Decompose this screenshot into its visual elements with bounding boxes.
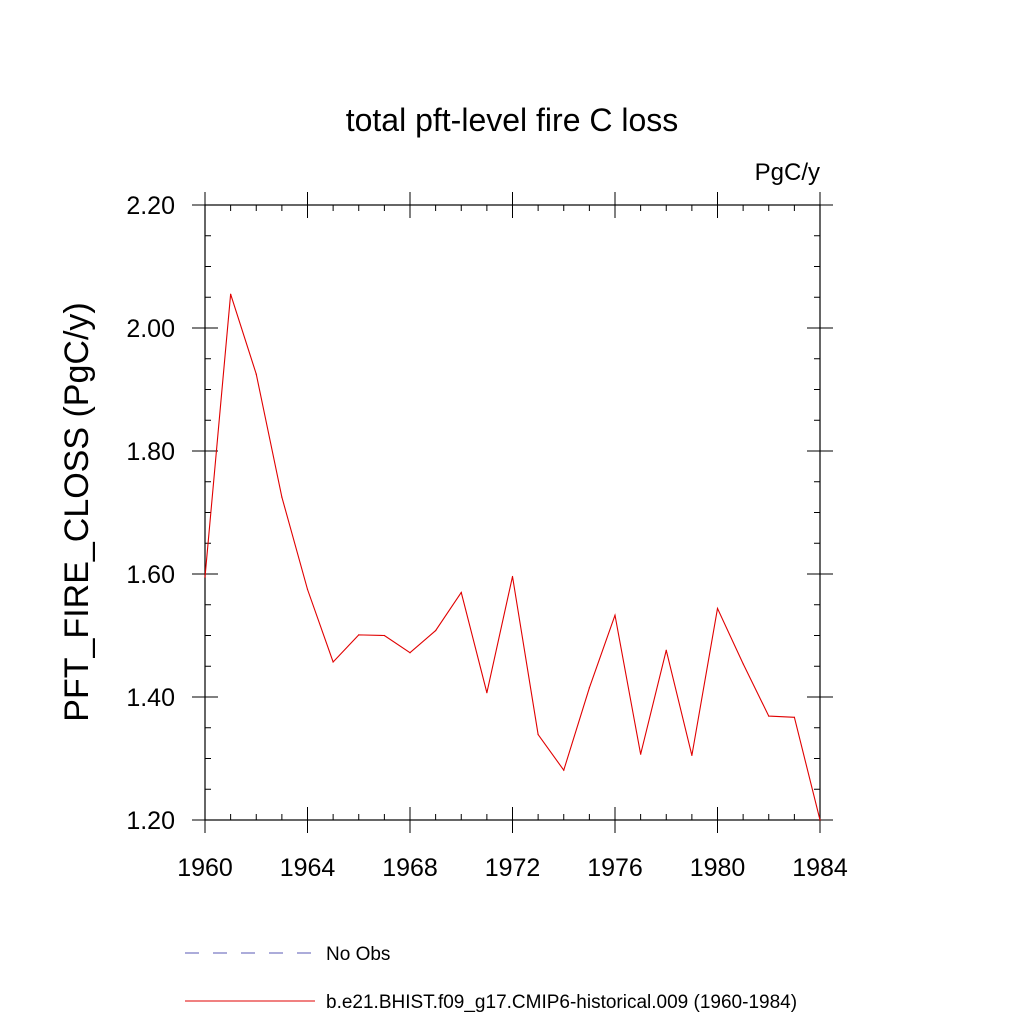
data-point bbox=[383, 634, 385, 637]
y-tick-label: 1.60 bbox=[126, 561, 175, 589]
data-point bbox=[460, 591, 462, 594]
data-point bbox=[691, 754, 693, 757]
x-tick-label: 1964 bbox=[280, 854, 336, 882]
minor-ticks bbox=[204, 204, 821, 821]
plot-frame bbox=[204, 204, 821, 821]
data-point bbox=[281, 496, 283, 498]
y-tick-label: 2.20 bbox=[126, 192, 175, 220]
data-point bbox=[511, 575, 514, 578]
y-tick-label: 1.40 bbox=[126, 684, 175, 712]
x-tick-label: 1980 bbox=[690, 854, 746, 882]
data-point bbox=[486, 692, 488, 694]
x-tick-label: 1984 bbox=[792, 854, 848, 882]
y-axis-label: PFT_FIRE_CLOSS (PgC/y) bbox=[58, 302, 96, 721]
data-point bbox=[742, 663, 744, 665]
data-point bbox=[332, 661, 334, 663]
data-point bbox=[255, 373, 257, 375]
data-point bbox=[306, 588, 309, 590]
x-tick-label: 1972 bbox=[485, 854, 541, 882]
data-point bbox=[614, 614, 616, 616]
y-axis: 1.20 1.40 1.60 1.80 2.00 2.20 bbox=[126, 192, 833, 835]
series-line-1 bbox=[204, 294, 821, 821]
chart-title: total pft-level fire C loss bbox=[346, 102, 679, 138]
y-tick-label: 1.80 bbox=[126, 438, 175, 466]
data-point bbox=[588, 687, 590, 689]
data-point bbox=[435, 629, 437, 632]
data-point bbox=[563, 769, 565, 771]
x-tick-label: 1960 bbox=[177, 854, 233, 882]
data-point bbox=[665, 649, 667, 651]
y-tick-label: 2.00 bbox=[126, 315, 175, 343]
data-point bbox=[537, 733, 539, 736]
data-point bbox=[204, 576, 206, 578]
y-tick-label: 1.20 bbox=[126, 807, 175, 835]
legend-label-model: b.e21.BHIST.f09_g17.CMIP6-historical.009… bbox=[326, 992, 797, 1013]
x-tick-label: 1968 bbox=[382, 854, 438, 882]
data-point bbox=[640, 753, 642, 755]
x-tick-label: 1976 bbox=[587, 854, 643, 882]
legend: No Obs b.e21.BHIST.f09_g17.CMIP6-histori… bbox=[185, 944, 797, 1013]
data-point bbox=[716, 607, 719, 610]
data-point bbox=[793, 716, 795, 718]
data-point bbox=[409, 652, 411, 654]
data-point bbox=[768, 715, 770, 717]
x-axis: 1960 1964 1968 1972 1976 1980 1984 bbox=[177, 192, 848, 882]
units-label: PgC/y bbox=[755, 159, 820, 186]
series-layer bbox=[204, 293, 821, 821]
legend-label-no-obs: No Obs bbox=[326, 944, 390, 965]
data-point bbox=[230, 293, 232, 295]
data-point bbox=[819, 819, 821, 821]
data-point bbox=[358, 634, 360, 636]
